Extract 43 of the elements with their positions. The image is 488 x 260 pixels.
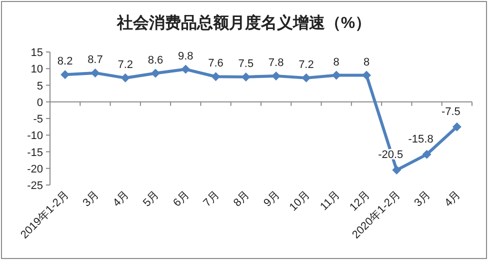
x-tick-label: 10月	[287, 188, 312, 214]
point	[151, 68, 160, 78]
x-tick-label: 7月	[201, 188, 222, 210]
data-label: 8.7	[88, 54, 103, 66]
point	[422, 150, 432, 159]
point	[90, 68, 100, 78]
point	[120, 73, 130, 82]
x-tick-label: 3月	[80, 188, 102, 210]
y-tick-label: 15	[30, 47, 43, 59]
data-label: 7.8	[268, 56, 284, 69]
y-tick-label: 0	[36, 96, 43, 109]
point	[392, 166, 402, 175]
x-tick-label: 5月	[141, 188, 162, 210]
data-label: -7.5	[441, 106, 460, 118]
x-tick-label: 12月	[348, 188, 373, 214]
data-label: 9.8	[178, 50, 194, 62]
x-tick-label: 3月	[412, 188, 433, 210]
x-tick-label: 4月	[110, 188, 132, 210]
data-label: 8	[363, 56, 370, 68]
y-tick-label: -5	[33, 114, 43, 126]
point	[452, 122, 462, 132]
x-tick-label: 9月	[262, 188, 282, 210]
data-label: 8.2	[57, 56, 73, 68]
data-label: 7.6	[208, 58, 224, 70]
y-tick-label: -20	[27, 163, 43, 176]
data-label: 7.2	[298, 58, 314, 71]
y-tick-label: 10	[30, 64, 43, 76]
point	[181, 64, 190, 74]
y-tick-label: -10	[27, 130, 43, 142]
x-tick-label: 11月	[318, 188, 342, 213]
y-tick-label: -25	[27, 180, 43, 192]
x-tick-label: 4月	[442, 188, 464, 210]
data-label: 8.6	[148, 54, 164, 66]
point	[362, 70, 371, 80]
y-tick-label: -15	[27, 146, 43, 159]
x-tick-label: 6月	[171, 188, 192, 210]
x-tick-label: 8月	[231, 188, 252, 210]
y-tick-label: 5	[36, 80, 43, 92]
data-label: 7.2	[118, 58, 134, 71]
data-label: 7.5	[238, 58, 254, 70]
data-label: -15.8	[408, 133, 434, 146]
data-label: 8	[333, 56, 340, 68]
chart-title: 社会消费品总额月度名义增速（%）	[116, 13, 372, 32]
